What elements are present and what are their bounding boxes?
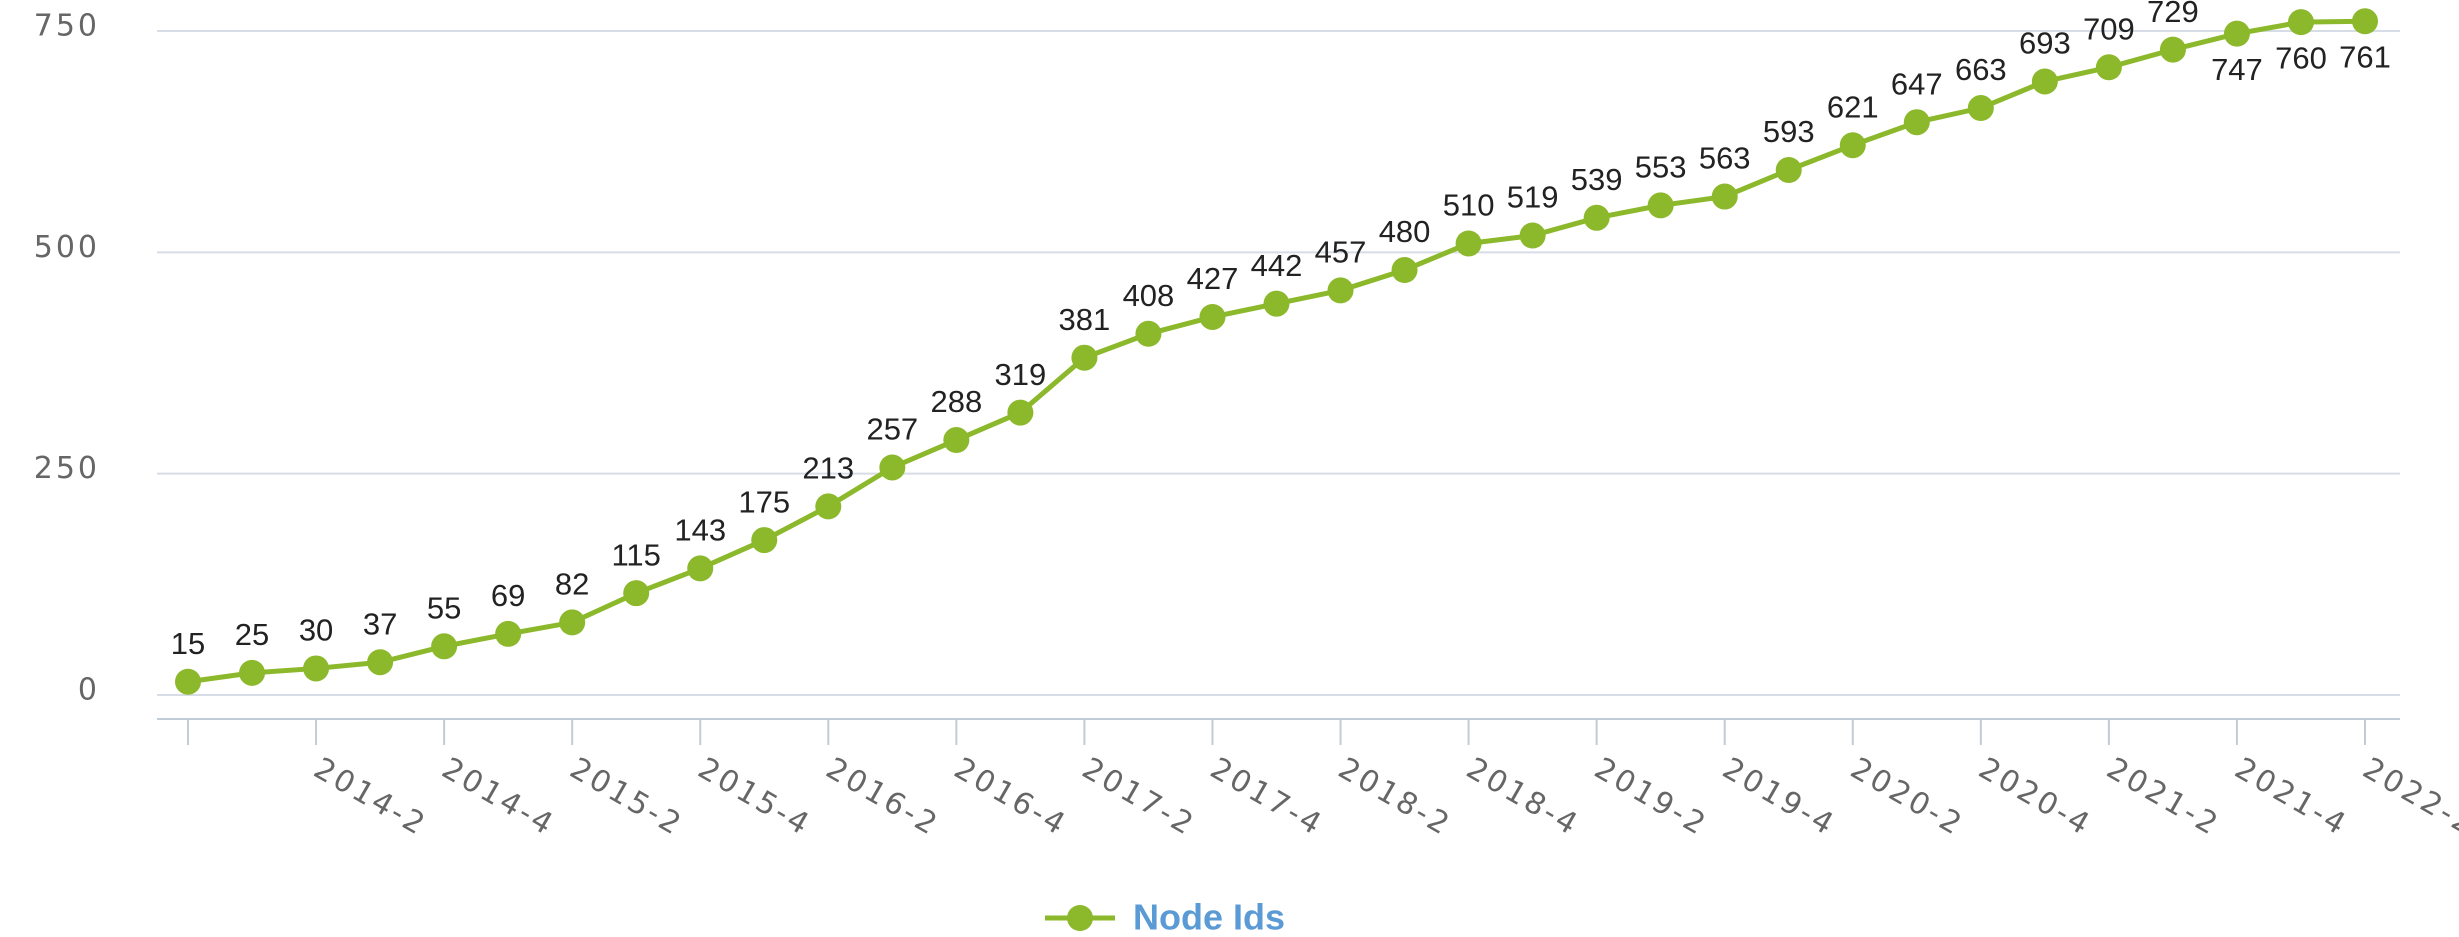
x-tick-label: 2016-2 [820, 751, 945, 843]
point [2031, 68, 2058, 95]
data-label: 69 [491, 578, 525, 613]
data-label: 257 [866, 412, 918, 447]
point [1967, 95, 1994, 122]
point [1263, 290, 1290, 317]
point [1775, 156, 1802, 183]
data-label: 381 [1059, 302, 1111, 337]
data-label: 37 [363, 606, 397, 641]
x-tick-label: 2018-4 [1460, 751, 1585, 843]
y-tick-label: 0 [78, 673, 100, 708]
data-label: 30 [299, 613, 333, 648]
data-label: 288 [930, 384, 982, 419]
point [559, 609, 586, 636]
data-label: 15 [171, 626, 205, 661]
data-label: 747 [2211, 52, 2263, 87]
point [1007, 399, 1034, 426]
legend-marker [1067, 905, 1093, 931]
data-label: 663 [1955, 52, 2007, 87]
x-tick-label: 2015-4 [692, 751, 817, 843]
data-label: 427 [1187, 261, 1239, 296]
data-label: 563 [1699, 141, 1751, 176]
data-label: 519 [1507, 180, 1559, 215]
data-label: 709 [2083, 11, 2135, 46]
point [175, 668, 201, 695]
x-tick-label: 2015-2 [564, 751, 689, 843]
y-tick-label: 750 [34, 9, 100, 44]
data-label: 213 [802, 451, 854, 486]
point [1647, 192, 1674, 219]
point [1199, 303, 1226, 330]
data-label: 82 [555, 567, 589, 602]
data-label: 693 [2019, 26, 2071, 61]
point [879, 454, 906, 481]
data-label: 761 [2339, 39, 2391, 74]
data-label: 319 [995, 357, 1047, 392]
point [1839, 132, 1866, 159]
data-label: 647 [1891, 66, 1943, 101]
data-label: 457 [1315, 235, 1367, 270]
point [1327, 277, 1354, 304]
data-label: 55 [427, 590, 461, 625]
point [1711, 183, 1738, 210]
point [2095, 54, 2122, 81]
x-tick-label: 2017-4 [1204, 751, 1329, 843]
point [1135, 320, 1162, 347]
x-tick-label: 2017-2 [1076, 751, 1201, 843]
data-label: 480 [1379, 214, 1431, 249]
point [367, 649, 394, 676]
x-tick-label: 2022-2 [2357, 751, 2459, 843]
data-label: 553 [1635, 150, 1687, 185]
x-tick-label: 2019-2 [1588, 751, 1713, 843]
point [303, 655, 330, 682]
x-tick-label: 2020-2 [1845, 751, 1970, 843]
x-tick-label: 2020-4 [1973, 751, 2098, 843]
point [1391, 257, 1418, 284]
x-tick-label: 2016-4 [948, 751, 1073, 843]
point [2223, 20, 2250, 47]
data-label: 593 [1763, 114, 1815, 149]
y-tick-label: 250 [34, 451, 100, 486]
y-tick-label: 500 [34, 230, 100, 265]
point [1455, 230, 1482, 257]
point [1071, 344, 1098, 371]
point [431, 633, 458, 660]
x-tick-label: 2021-4 [2229, 751, 2354, 843]
data-label: 539 [1571, 162, 1623, 197]
point [239, 659, 266, 686]
point [2159, 36, 2186, 63]
data-label: 408 [1123, 278, 1175, 313]
point [495, 620, 522, 647]
data-label: 510 [1443, 188, 1495, 223]
data-label: 175 [738, 484, 790, 519]
point [1903, 109, 1930, 136]
point [1583, 204, 1610, 231]
data-label: 25 [235, 617, 269, 652]
point [943, 427, 970, 454]
data-label: 760 [2275, 40, 2327, 75]
data-label: 115 [611, 537, 660, 572]
point [687, 555, 714, 582]
data-label: 621 [1827, 89, 1879, 124]
data-label: 729 [2147, 0, 2199, 29]
point [2287, 9, 2314, 36]
point [1519, 222, 1546, 249]
point [2352, 8, 2378, 35]
point [623, 580, 650, 607]
legend-label: Node Ids [1133, 897, 1285, 937]
x-tick-label: 2014-2 [308, 751, 433, 843]
x-tick-label: 2019-4 [1716, 751, 1841, 843]
data-label: 143 [674, 513, 726, 548]
x-tick-label: 2021-2 [2101, 751, 2226, 843]
x-tick-label: 2014-4 [436, 751, 561, 843]
point [815, 493, 842, 520]
x-tick-label: 2018-2 [1332, 751, 1457, 843]
point [751, 527, 778, 554]
data-label: 442 [1251, 248, 1303, 283]
